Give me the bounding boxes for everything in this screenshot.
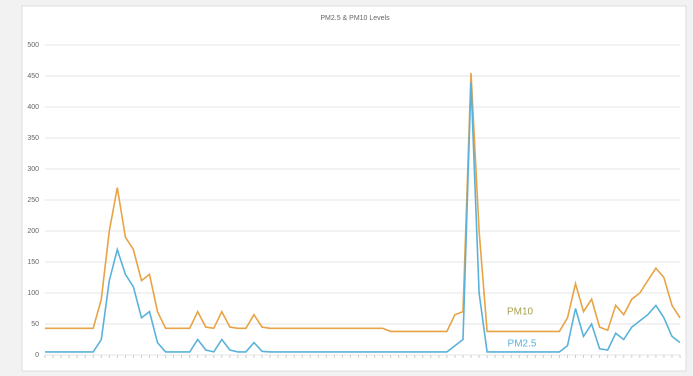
chart-frame bbox=[21, 5, 687, 372]
y-tick-label: 250 bbox=[27, 197, 39, 204]
series-label: PM10 bbox=[507, 307, 534, 318]
y-tick-label: 450 bbox=[27, 73, 39, 80]
y-tick-label: 300 bbox=[27, 166, 39, 173]
line-series bbox=[45, 82, 681, 353]
y-tick-label: 150 bbox=[27, 259, 39, 266]
y-tick-label: 350 bbox=[27, 135, 39, 142]
y-tick-label: 0 bbox=[35, 352, 39, 359]
chart-title: PM2.5 & PM10 Levels bbox=[320, 15, 390, 22]
y-tick-label: 200 bbox=[27, 228, 39, 235]
y-tick-label: 500 bbox=[27, 42, 39, 49]
y-tick-label: 400 bbox=[27, 104, 39, 111]
y-tick-label: 100 bbox=[27, 290, 39, 297]
line-series bbox=[45, 72, 681, 333]
series-label: PM2.5 bbox=[508, 339, 537, 350]
y-tick-label: 50 bbox=[31, 321, 39, 328]
